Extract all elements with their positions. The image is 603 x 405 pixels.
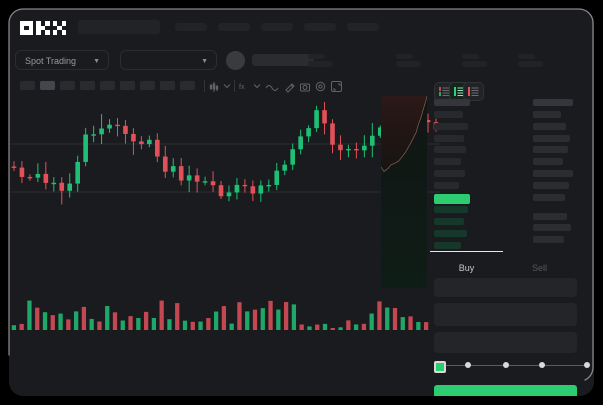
svg-text:fx: fx xyxy=(239,84,245,91)
